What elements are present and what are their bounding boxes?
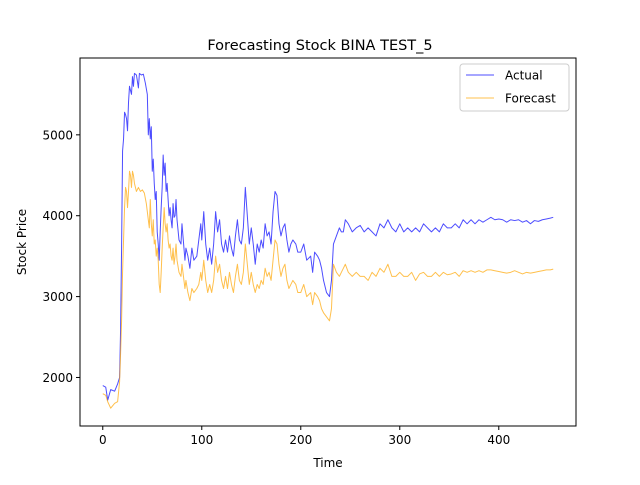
y-tick-label: 2000 <box>42 371 73 385</box>
x-tick-label: 200 <box>289 433 312 447</box>
legend-label-actual: Actual <box>505 69 543 83</box>
x-tick-label: 300 <box>388 433 411 447</box>
x-axis-label: Time <box>312 456 342 470</box>
legend-box <box>459 63 570 112</box>
legend-label-forecast: Forecast <box>505 92 556 106</box>
plot-area <box>102 72 554 409</box>
axes-frame <box>79 57 577 427</box>
x-tick-label: 100 <box>190 433 213 447</box>
y-tick-label: 3000 <box>42 290 73 304</box>
legend: Actual Forecast <box>459 63 570 112</box>
x-tick-label: 400 <box>487 433 510 447</box>
axis-ticks: 0 100 200 300 400 2000 3000 4000 5000 <box>42 128 510 447</box>
series-line-actual <box>102 72 554 401</box>
chart-title: Forecasting Stock BINA TEST_5 <box>207 38 432 54</box>
y-axis-label: Stock Price <box>15 209 29 275</box>
x-tick-label: 0 <box>99 433 107 447</box>
y-tick-label: 4000 <box>42 209 73 223</box>
y-tick-label: 5000 <box>42 128 73 142</box>
series-line-forecast <box>102 170 554 409</box>
